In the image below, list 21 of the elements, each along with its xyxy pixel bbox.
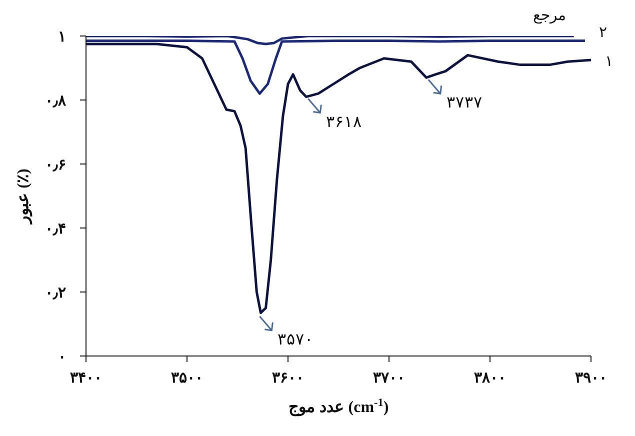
y-tick-label: ۰٫۲	[45, 285, 66, 302]
series-label: مرجع	[532, 8, 566, 24]
series-label: ۲	[598, 24, 607, 41]
y-axis-title: عبور (٪)	[15, 168, 33, 224]
x-tick-label: ۳۵۰۰	[171, 370, 203, 387]
y-tick-label: ۰	[58, 349, 66, 366]
line-series	[86, 40, 586, 95]
y-tick-label: ۰٫۴	[45, 221, 66, 238]
y-tick-label: ۰٫۸	[45, 93, 67, 110]
x-tick-label: ۳۶۰۰	[272, 370, 304, 387]
x-tick-label: ۳۹۰۰	[575, 370, 607, 387]
y-tick-label: ۱	[58, 29, 66, 46]
line-series	[86, 42, 591, 314]
annotation: ۳۷۳۷	[446, 94, 482, 112]
x-tick-label: ۳۴۰۰	[70, 370, 102, 387]
x-tick-label: ۳۷۰۰	[373, 370, 405, 387]
annotation: ۳۶۱۸	[326, 114, 362, 131]
y-tick-label: ۰٫۶	[45, 157, 66, 174]
x-tick-label: ۳۸۰۰	[474, 370, 506, 387]
series-label: ۱	[605, 54, 613, 70]
annotation: ۳۵۷۰	[278, 331, 314, 348]
